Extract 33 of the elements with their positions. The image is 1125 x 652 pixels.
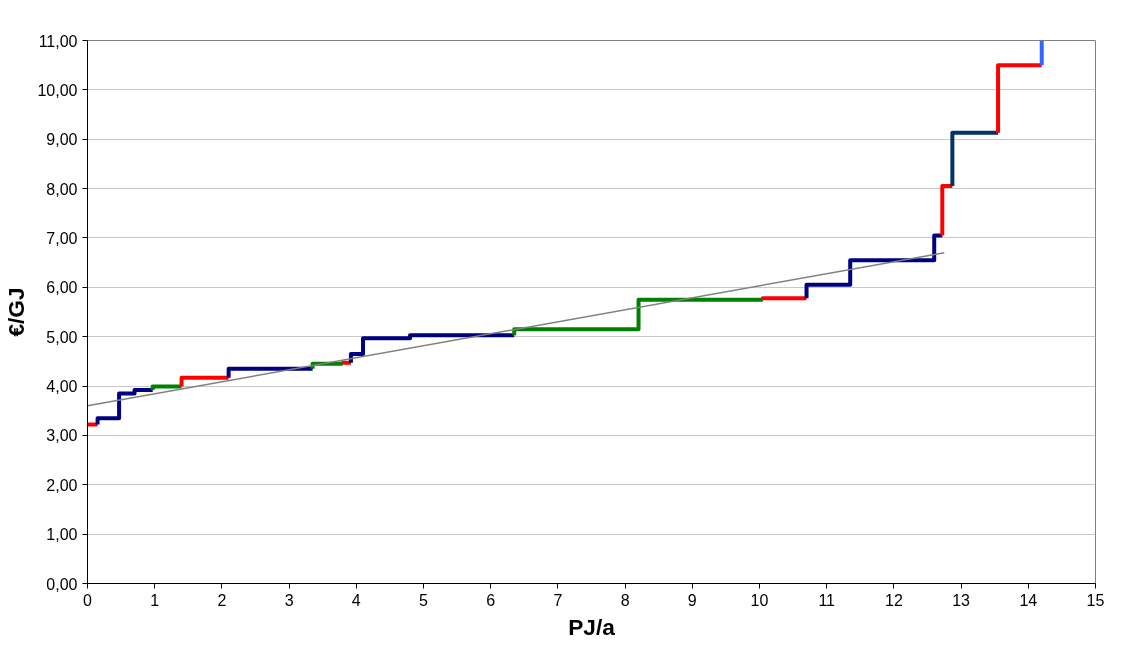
y-axis-title: €/GJ (3, 287, 30, 337)
line-series (348, 333, 517, 365)
x-tick-label: 7 (553, 591, 563, 609)
x-tick-label: 11 (818, 591, 836, 609)
y-tick-label: 0,00 (46, 575, 78, 593)
x-tick-label: 0 (83, 591, 93, 609)
x-tick-label: 12 (885, 591, 903, 609)
x-tick-label: 1 (150, 591, 160, 609)
y-tick-label: 9,00 (46, 131, 78, 149)
x-tick-label: 8 (620, 591, 630, 609)
x-tick-label: 15 (1086, 591, 1105, 609)
x-tick-label: 13 (952, 591, 971, 609)
y-tick-label: 1,00 (46, 526, 78, 544)
x-tick-label: 10 (750, 591, 769, 609)
x-tick-label: 4 (351, 591, 361, 609)
x-tick-label: 2 (217, 591, 227, 609)
y-tick-label: 2,00 (46, 476, 78, 494)
x-tick-label: 9 (687, 591, 697, 609)
y-tick-label: 4,00 (46, 378, 78, 396)
y-tick-label: 7,00 (46, 229, 78, 247)
y-tick-label: 3,00 (46, 427, 78, 445)
line-series (804, 233, 945, 301)
x-axis-title: PJ/a (568, 613, 616, 640)
x-tick-label: 6 (486, 591, 496, 609)
x-tick-label: 5 (419, 591, 429, 609)
line-series (95, 387, 155, 427)
y-tick-label: 8,00 (46, 180, 78, 198)
x-tick-label: 3 (284, 591, 294, 609)
y-tick-label: 11,00 (38, 32, 78, 50)
x-tick-label: 14 (1019, 591, 1038, 609)
y-tick-label: 6,00 (46, 279, 78, 297)
y-tick-label: 10,00 (37, 81, 78, 99)
y-tick-label: 5,00 (46, 328, 78, 346)
